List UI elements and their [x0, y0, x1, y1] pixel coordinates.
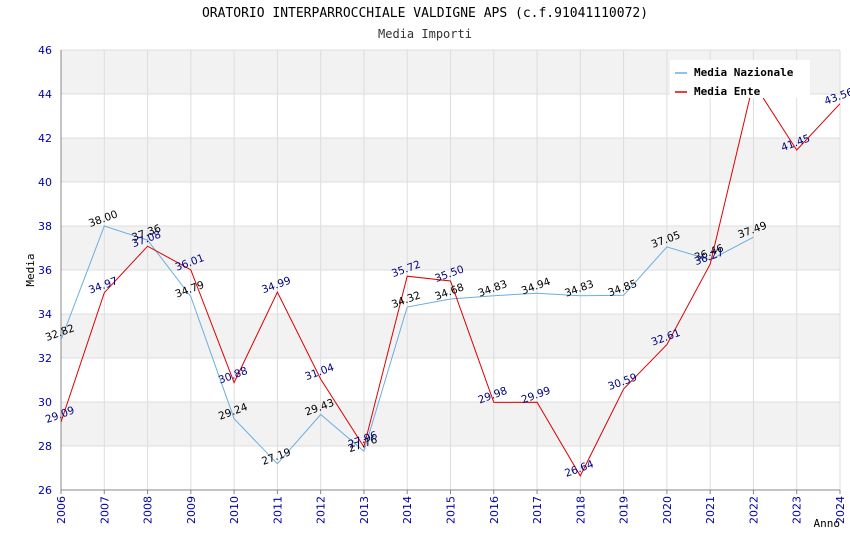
y-tick-label: 34: [38, 308, 52, 321]
x-tick-label: 2022: [747, 496, 760, 524]
legend: Media Nazionale Media Ente: [670, 60, 810, 98]
x-tick-label: 2015: [445, 496, 458, 524]
series-line-nazionale: [60, 225, 754, 465]
y-tick-label: 36: [38, 264, 52, 277]
y-axis-title: Media: [24, 253, 37, 286]
y-tick-label: 38: [38, 220, 52, 233]
x-tick-label: 2017: [531, 496, 544, 524]
y-tick-label: 42: [38, 132, 52, 145]
y-tick-label: 28: [38, 440, 52, 453]
x-tick-label: 2024: [834, 496, 847, 524]
x-tick-label: 2021: [704, 496, 717, 524]
x-tick-label: 2019: [618, 496, 631, 524]
axes: 26 28 30 32 34 36 38 40 42 44 46 2006 2007 2008 2009 20…: [24, 44, 847, 530]
y-tick-label: 40: [38, 176, 52, 189]
x-tick-label: 2011: [271, 496, 284, 524]
y-tick-label: 46: [38, 44, 52, 57]
y-tick-label: 44: [38, 88, 52, 101]
x-tick-label: 2008: [142, 496, 155, 524]
x-tick-label: 2010: [228, 496, 241, 524]
series-lines: [60, 81, 841, 477]
x-tick-label: 2006: [55, 496, 68, 524]
x-tick-label: 2016: [488, 496, 501, 524]
y-tick-label: 26: [38, 484, 52, 497]
y-tick-label: 30: [38, 396, 52, 409]
y-tick-label: 32: [38, 352, 52, 365]
x-tick-label: 2020: [661, 496, 674, 524]
x-tick-label: 2014: [401, 496, 414, 524]
x-tick-label: 2009: [185, 496, 198, 524]
x-axis-title: Anno: [814, 517, 841, 530]
x-tick-label: 2018: [574, 496, 587, 524]
x-tick-label: 2023: [791, 496, 804, 524]
x-tick-label: 2013: [358, 496, 371, 524]
legend-entry: Media Ente: [694, 85, 761, 98]
series-line-ente: [60, 81, 841, 477]
chart-subtitle: Media Importi: [378, 27, 472, 41]
legend-box: [670, 60, 810, 98]
x-tick-label: 2007: [98, 496, 111, 524]
chart-title: ORATORIO INTERPARROCCHIALE VALDIGNE APS …: [201, 6, 649, 21]
x-tick-label: 2012: [315, 496, 328, 524]
legend-entry: Media Nazionale: [694, 66, 794, 79]
